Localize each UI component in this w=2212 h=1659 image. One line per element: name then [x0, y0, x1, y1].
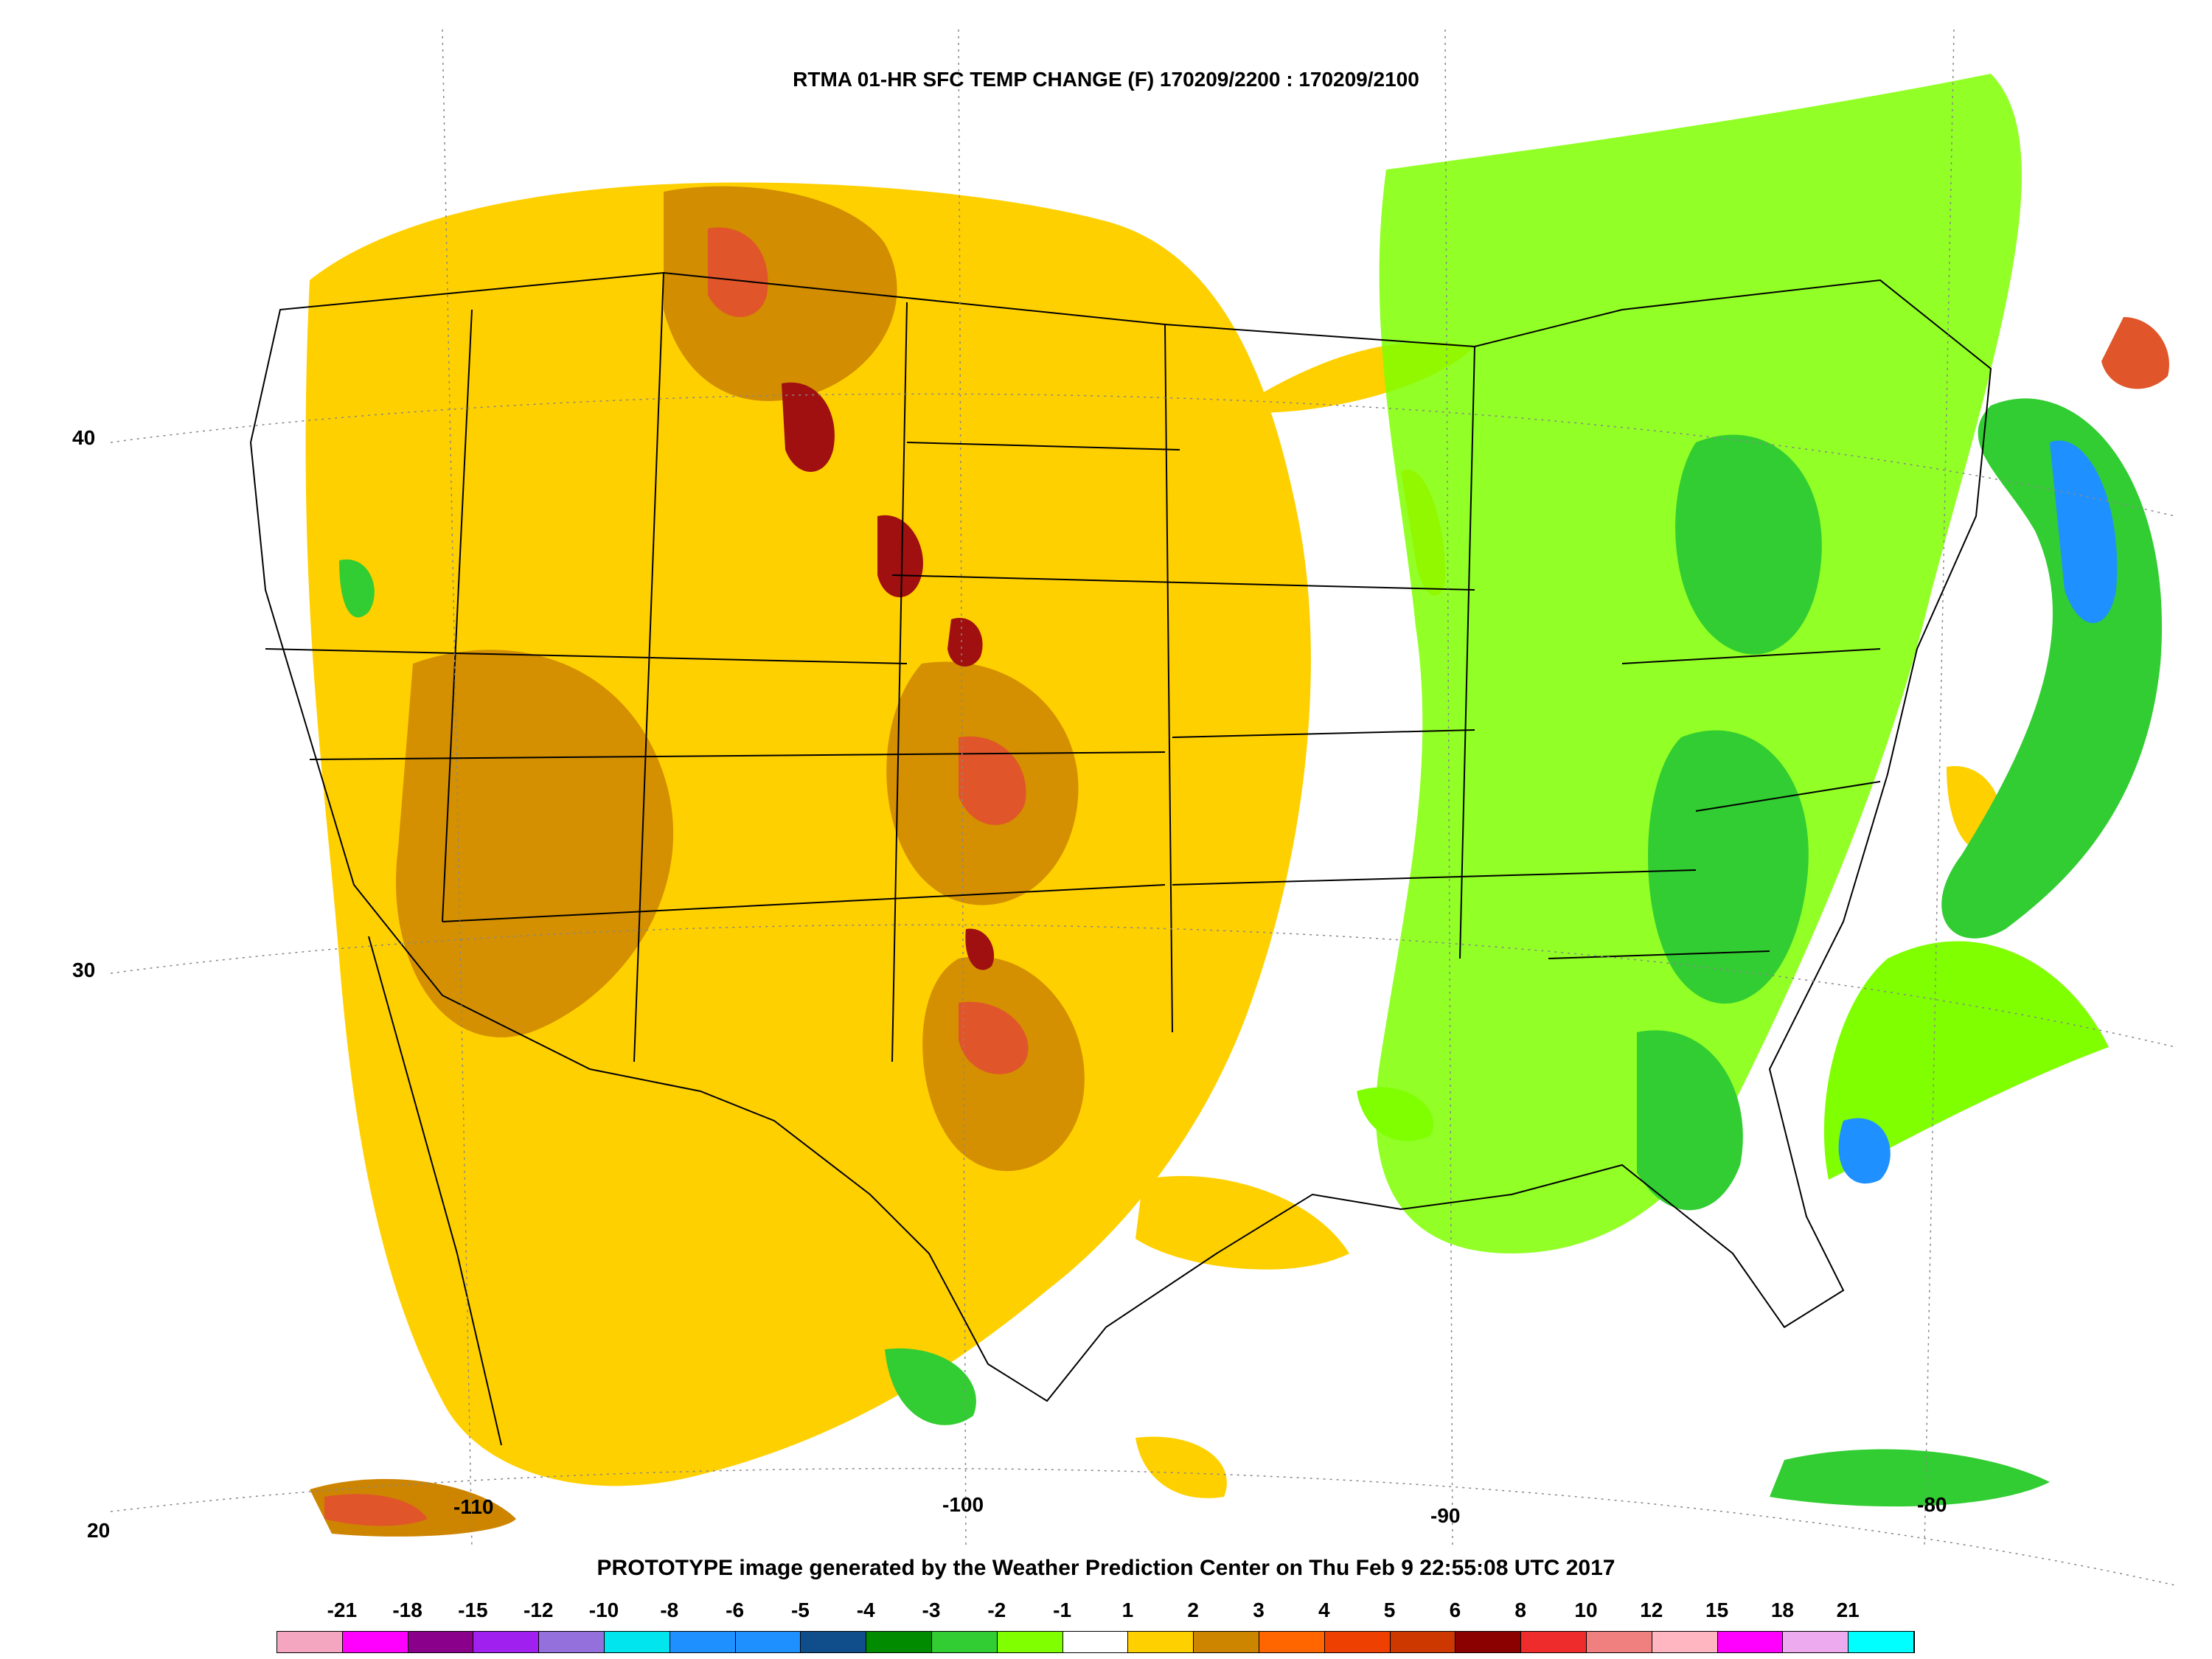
legend-swatch	[1521, 1632, 1587, 1652]
legend-swatch	[1586, 1632, 1652, 1652]
legend-tick-label: 1	[1121, 1599, 1134, 1621]
legend-swatch	[1128, 1632, 1194, 1652]
legend-swatch	[1062, 1632, 1129, 1652]
legend-tick-label: 6	[1449, 1599, 1461, 1621]
legend-swatch	[1455, 1632, 1522, 1652]
latitude-label-20: 20	[87, 1519, 111, 1542]
legend-tick-label: 2	[1187, 1599, 1199, 1621]
legend-labels: -21 -18 -15 -12 -10 -8 -6 -5 -4 -3 -2 -1 1 2 3 4 5 6 8 10 12…	[273, 1599, 1939, 1628]
legend-swatch	[997, 1632, 1063, 1652]
legend-swatch	[1652, 1632, 1718, 1652]
cool-anomaly-fields	[339, 74, 2163, 1507]
longitude-label-80: -80	[1917, 1493, 1947, 1516]
legend-tick-label: -2	[987, 1599, 1006, 1621]
longitude-label-90: -90	[1430, 1504, 1461, 1527]
legend-swatch	[277, 1632, 343, 1652]
legend-tick-label: -5	[790, 1599, 810, 1621]
legend-swatch	[1783, 1632, 1849, 1652]
legend-tick-label: -18	[392, 1599, 422, 1621]
legend-swatch	[1259, 1632, 1325, 1652]
longitude-label-110: -110	[453, 1495, 494, 1518]
legend-swatch	[604, 1632, 670, 1652]
legend-tick-label: 4	[1318, 1599, 1330, 1621]
legend-swatch	[342, 1632, 408, 1652]
legend-tick-label: -1	[1053, 1599, 1072, 1621]
legend-swatch	[1194, 1632, 1259, 1652]
legend-tick-label: -15	[458, 1599, 488, 1621]
legend-swatch	[801, 1632, 867, 1652]
legend-tick-label: 21	[1836, 1599, 1860, 1621]
legend-tick-label: 18	[1770, 1599, 1794, 1621]
legend-swatch	[1717, 1632, 1784, 1652]
political-boundaries	[249, 271, 1992, 1446]
legend-tick-label: 12	[1640, 1599, 1663, 1621]
legend-swatch	[866, 1632, 932, 1652]
latitude-label-30: 30	[72, 959, 96, 981]
legend-tick-label: -4	[856, 1599, 875, 1621]
legend-swatch	[931, 1632, 998, 1652]
legend-swatch	[473, 1632, 540, 1652]
legend-tick-label: 15	[1705, 1599, 1729, 1621]
legend-tick-label: -6	[726, 1599, 745, 1621]
legend-swatch	[1848, 1632, 1914, 1652]
footer-caption: PROTOTYPE image generated by the Weather…	[597, 1556, 1615, 1580]
graticule	[110, 29, 2176, 1586]
legend-tick-label: -21	[327, 1599, 358, 1621]
legend-swatch	[408, 1632, 474, 1652]
warm-anomaly-fields	[305, 182, 2169, 1537]
legend-swatch	[669, 1632, 736, 1652]
latitude-label-40: 40	[72, 426, 96, 449]
legend-swatch	[539, 1632, 605, 1652]
legend-tick-label: 3	[1253, 1599, 1265, 1621]
longitude-label-100: -100	[942, 1493, 984, 1516]
legend-swatch	[1390, 1632, 1456, 1652]
legend-swatch	[1324, 1632, 1391, 1652]
legend-tick-label: 8	[1514, 1599, 1526, 1621]
legend-tick-label: -8	[660, 1599, 679, 1621]
legend-tick-label: -12	[523, 1599, 554, 1621]
legend-tick-label: 10	[1574, 1599, 1598, 1621]
legend-tick-label: -3	[922, 1599, 941, 1621]
legend-swatch	[735, 1632, 801, 1652]
map-title: RTMA 01-HR SFC TEMP CHANGE (F) 170209/22…	[793, 68, 1419, 91]
legend-tick-label: -10	[588, 1599, 619, 1621]
legend-tick-label: 5	[1383, 1599, 1396, 1621]
legend-color-bar	[276, 1631, 1915, 1653]
